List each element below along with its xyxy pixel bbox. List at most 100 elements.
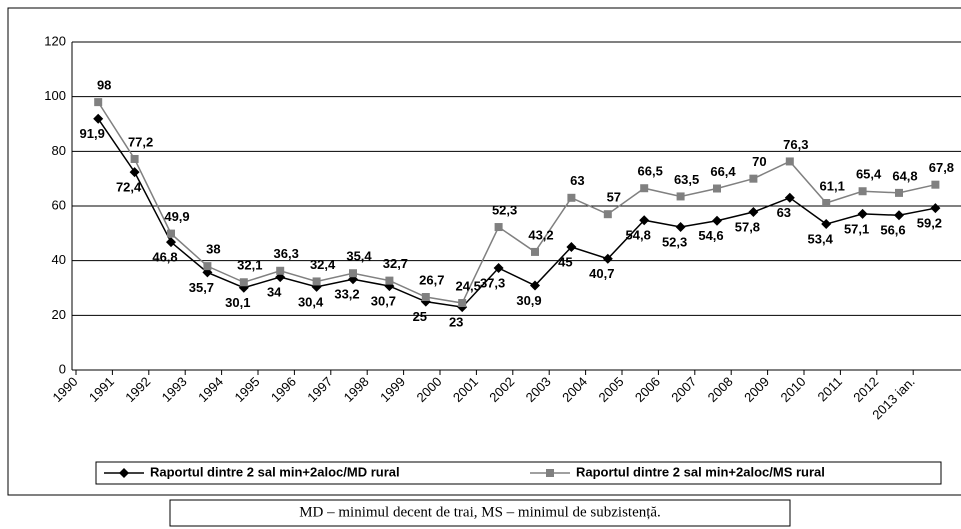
value-label: 63,5 <box>674 172 699 187</box>
value-label: 23 <box>449 315 463 330</box>
note-box <box>169 499 791 527</box>
value-label: 59,2 <box>917 216 942 231</box>
x-tick-label: 2003 <box>523 374 554 405</box>
x-tick-label: 2005 <box>595 374 626 405</box>
marker <box>494 223 503 232</box>
x-tick-label: 1996 <box>268 374 299 405</box>
value-label: 54,6 <box>698 228 723 243</box>
value-label: 30,9 <box>516 293 541 308</box>
marker <box>458 299 467 308</box>
x-tick-label: 2007 <box>668 374 699 405</box>
x-tick-label: 1995 <box>231 374 262 405</box>
x-tick-label: 2012 <box>850 374 881 405</box>
note: MD – minimul decent de trai, MS – minimu… <box>299 504 661 520</box>
marker <box>349 269 357 278</box>
x-tick-label: 2004 <box>559 374 590 405</box>
marker <box>530 280 540 291</box>
marker <box>857 208 868 219</box>
value-label: 45 <box>558 254 572 269</box>
marker <box>640 184 649 193</box>
value-label: 34 <box>267 285 282 300</box>
value-label: 91,9 <box>80 126 105 141</box>
marker <box>858 187 867 196</box>
x-tick-label: 2010 <box>777 374 808 405</box>
marker <box>821 219 832 230</box>
value-label: 32,7 <box>383 256 408 271</box>
legend-marker <box>119 468 129 478</box>
marker <box>493 263 504 274</box>
x-tick-label: 2002 <box>486 374 517 405</box>
marker <box>822 198 831 207</box>
marker <box>203 262 212 271</box>
value-label: 33,2 <box>334 287 359 302</box>
x-tick-label: 1998 <box>341 374 372 405</box>
value-label: 40,7 <box>589 266 614 281</box>
y-tick-label: 0 <box>59 361 66 376</box>
value-label: 57,8 <box>735 219 760 234</box>
value-label: 32,1 <box>237 258 262 273</box>
marker <box>167 229 175 238</box>
x-tick-label: 1993 <box>159 374 190 405</box>
value-label: 77,2 <box>128 134 153 149</box>
value-label: 98 <box>97 78 111 93</box>
marker <box>895 188 903 197</box>
value-label: 72,4 <box>116 180 142 195</box>
legend-box <box>95 461 942 485</box>
marker <box>676 192 685 201</box>
value-label: 64,8 <box>892 168 917 183</box>
x-tick-label: 2001 <box>450 374 481 405</box>
marker <box>567 193 576 202</box>
value-label: 56,6 <box>880 223 905 238</box>
y-tick-label: 40 <box>52 252 66 267</box>
value-label: 46,8 <box>152 250 177 265</box>
x-tick-label: 2009 <box>741 374 772 405</box>
series-line <box>97 118 936 308</box>
value-label: 52,3 <box>492 202 517 217</box>
marker <box>312 277 321 286</box>
x-tick-label: 1990 <box>49 374 80 405</box>
marker <box>566 242 577 252</box>
y-tick-label: 80 <box>52 143 66 158</box>
value-label: 35,4 <box>346 249 372 264</box>
marker <box>602 253 613 264</box>
marker <box>129 167 140 178</box>
marker <box>748 207 759 218</box>
x-tick-label: 2006 <box>632 374 663 405</box>
value-label: 57 <box>607 190 621 205</box>
value-label: 63 <box>777 205 791 220</box>
marker <box>894 210 904 221</box>
series-line <box>97 101 936 304</box>
marker <box>93 113 104 124</box>
value-label: 49,9 <box>164 209 189 224</box>
x-tick-label: 1997 <box>304 374 335 405</box>
y-tick-label: 100 <box>44 88 66 103</box>
value-label: 63 <box>570 173 584 188</box>
marker <box>531 247 539 256</box>
value-label: 38 <box>206 242 220 257</box>
legend-label: Raportul dintre 2 sal min+2aloc/MS rural <box>576 464 825 479</box>
marker <box>785 157 794 166</box>
legend-marker <box>546 469 554 477</box>
value-label: 61,1 <box>820 178 845 193</box>
marker <box>639 215 650 226</box>
x-tick-label: 2008 <box>705 374 736 405</box>
x-tick-label: 1994 <box>195 374 226 405</box>
marker <box>675 222 686 233</box>
marker <box>421 293 430 302</box>
marker <box>239 278 248 287</box>
marker <box>749 174 758 183</box>
legend-label: Raportul dintre 2 sal min+2aloc/MD rural <box>150 464 400 479</box>
marker <box>784 192 795 203</box>
value-label: 54,8 <box>626 228 651 243</box>
marker <box>712 215 722 226</box>
value-label: 30,1 <box>225 295 250 310</box>
x-tick-label: 2011 <box>815 374 845 404</box>
value-label: 43,2 <box>528 227 553 242</box>
value-label: 52,3 <box>662 234 687 249</box>
y-tick-label: 120 <box>44 33 66 48</box>
marker <box>931 180 940 189</box>
chart-border <box>7 7 961 496</box>
value-label: 24,5 <box>456 278 481 293</box>
value-label: 26,7 <box>419 272 444 287</box>
